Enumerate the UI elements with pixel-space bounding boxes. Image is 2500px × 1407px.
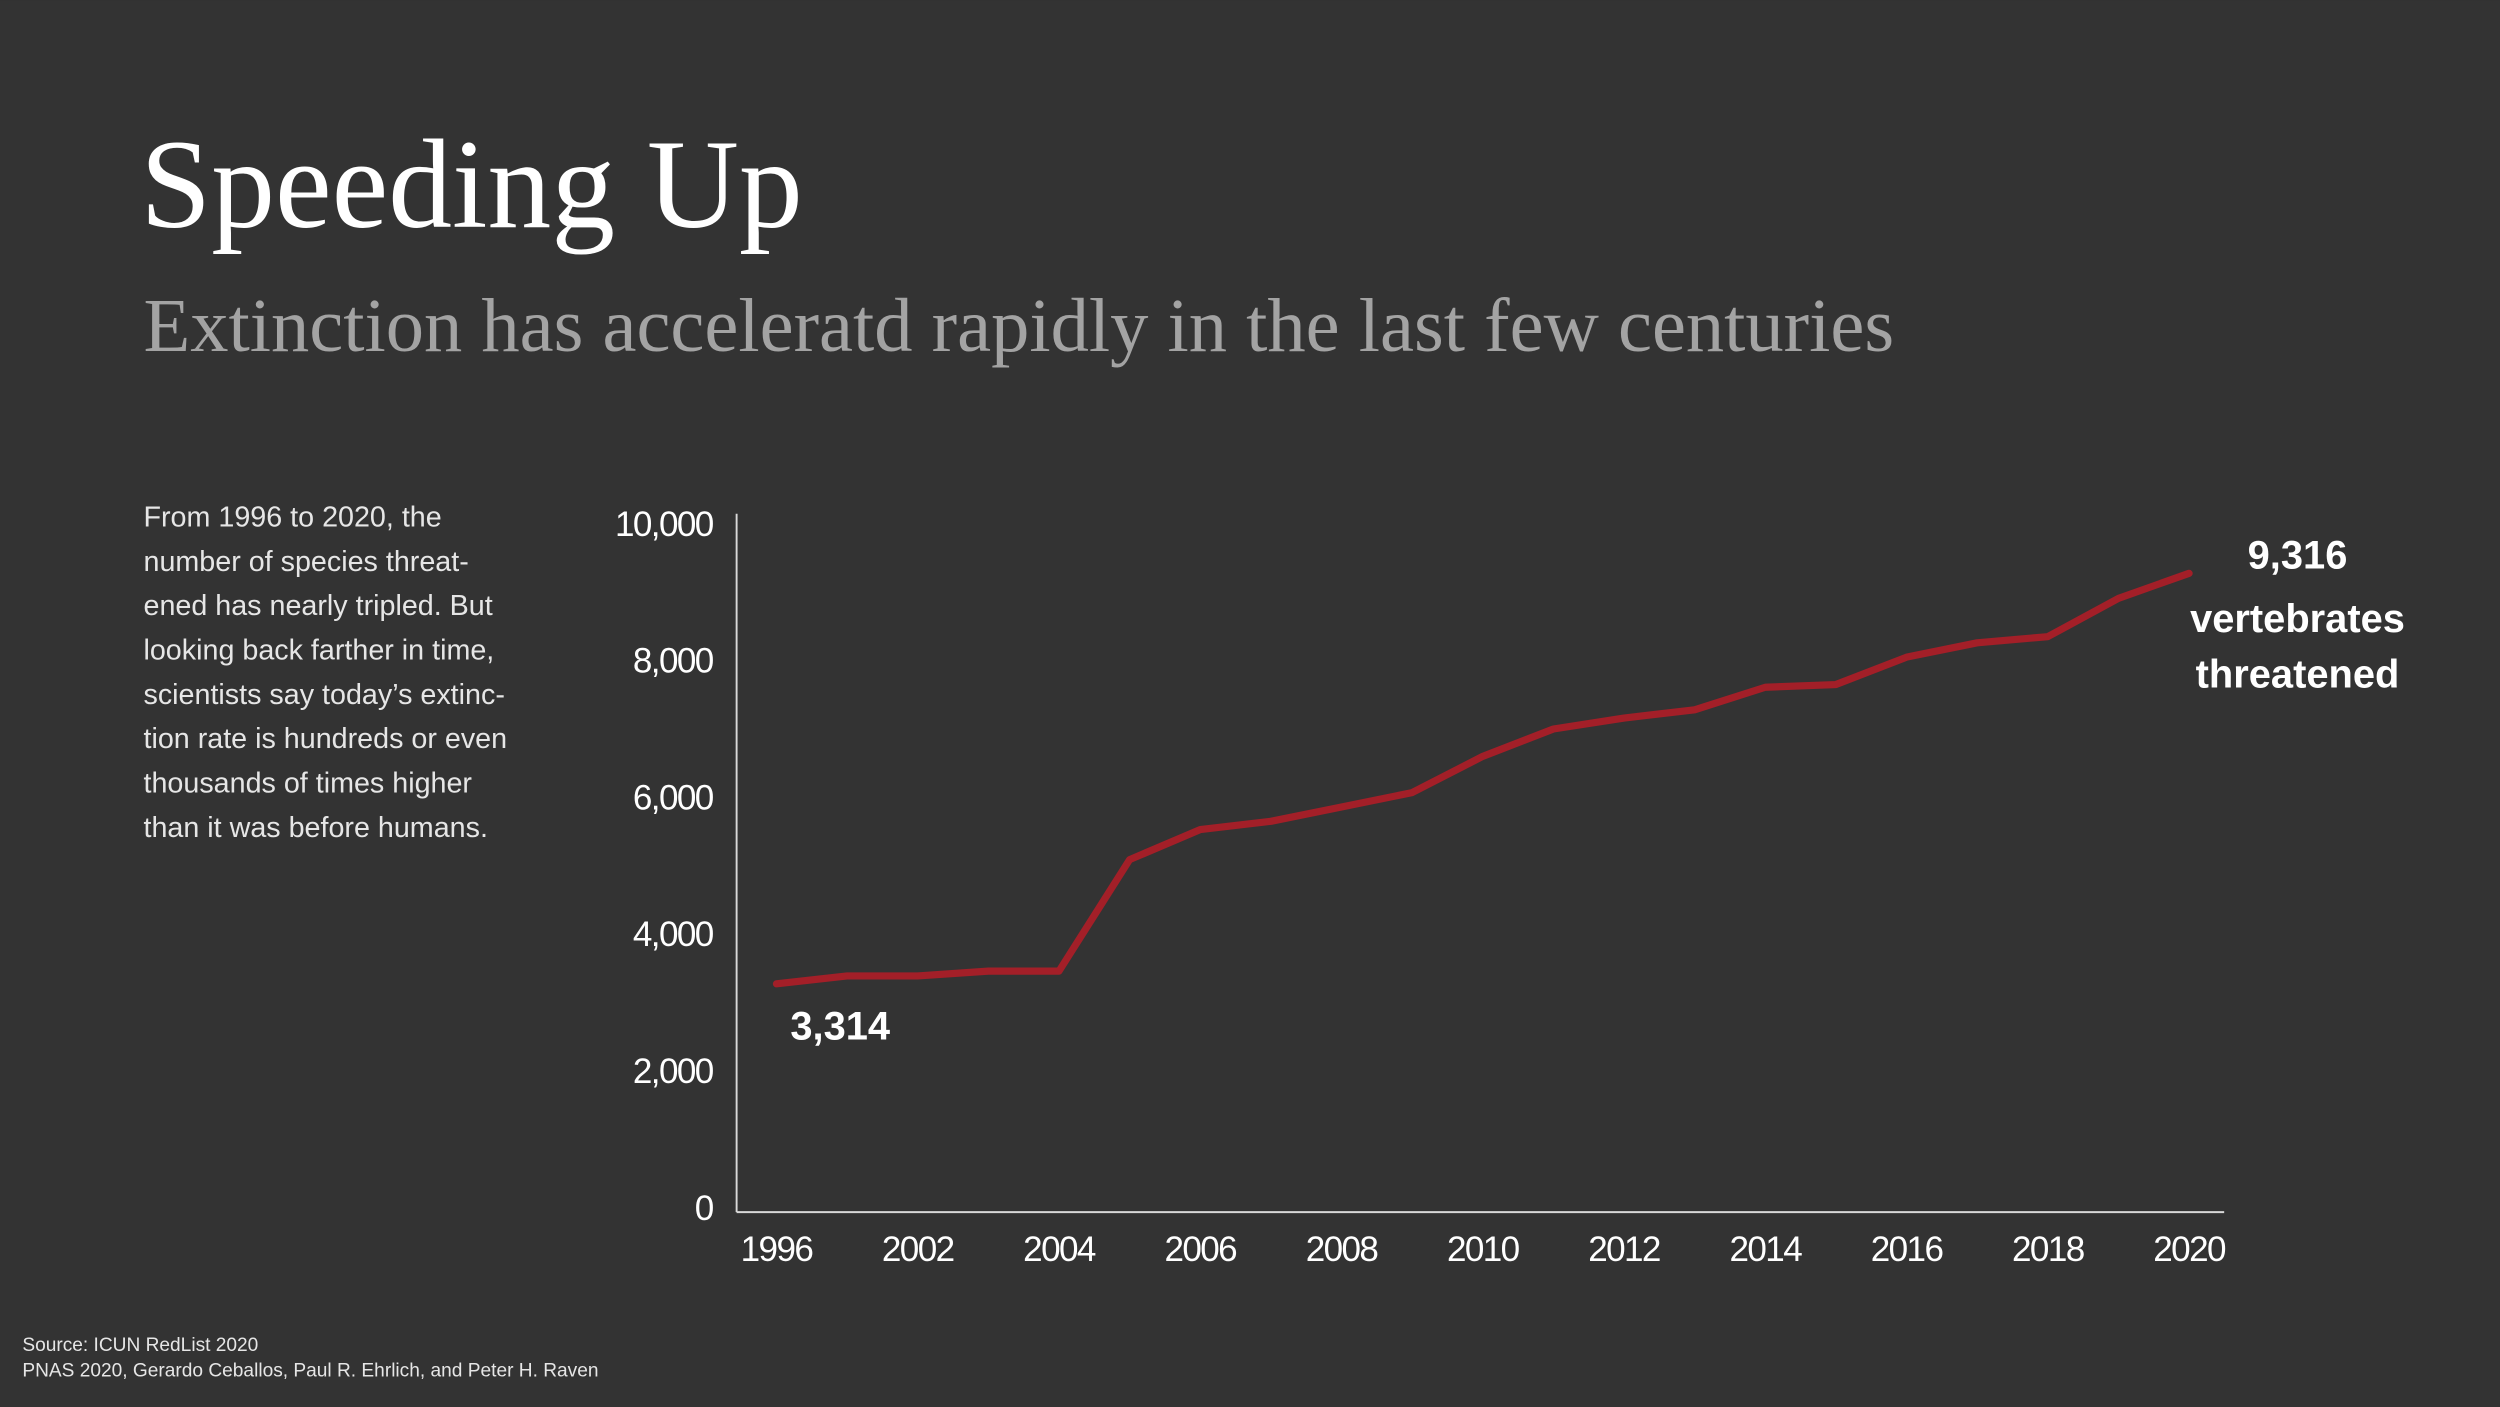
subtitle: Extinction has acceleratd rapidly in the…: [143, 283, 1894, 368]
source-line: PNAS 2020, Gerardo Ceballos, Paul R. Ehr…: [22, 1360, 598, 1381]
description: From 1996 to 2020, the number of species …: [143, 502, 507, 844]
x-tick-label: 2018: [2012, 1230, 2084, 1269]
source-line: Source: ICUN RedList 2020: [22, 1335, 258, 1356]
x-tick-label: 2012: [1588, 1230, 1660, 1269]
x-tick-label: 1996: [741, 1230, 813, 1269]
x-tick-label: 2006: [1164, 1230, 1236, 1269]
x-tick-label: 2014: [1729, 1230, 1802, 1269]
annotation: threatened: [2196, 653, 2400, 697]
value-label: 9,316: [2248, 534, 2348, 578]
description-line: thousands of times higher: [143, 767, 472, 799]
y-tick-label: 2,000: [633, 1052, 714, 1091]
annotation: vertebrates: [2190, 597, 2405, 641]
y-tick-label: 6,000: [633, 778, 714, 817]
y-tick-label: 8,000: [633, 642, 714, 681]
x-tick-label: 2010: [1447, 1230, 1520, 1269]
title: Speeding Up: [140, 113, 802, 255]
x-tick-label: 2008: [1306, 1230, 1378, 1269]
description-line: tion rate is hundreds or even: [143, 723, 507, 755]
description-line: ened has nearly tripled. But: [143, 590, 492, 622]
x-tick-label: 2004: [1023, 1230, 1096, 1269]
description-line: From 1996 to 2020, the: [143, 502, 441, 534]
data-line: [772, 569, 2193, 988]
source: Source: ICUN RedList 2020 PNAS 2020, Gera…: [22, 1335, 598, 1382]
x-tick-label: 2016: [1871, 1230, 1943, 1269]
value-label: 3,314: [790, 1005, 890, 1049]
y-tick-label: 0: [695, 1189, 714, 1228]
y-tick-label: 4,000: [633, 915, 714, 954]
x-tick-label: 2020: [2153, 1230, 2226, 1269]
x-tick-label: 2002: [882, 1230, 954, 1269]
description-line: number of species threat-: [143, 546, 468, 578]
description-line: than it was before humans.: [143, 812, 487, 844]
description-line: scientists say today’s extinc-: [143, 679, 504, 711]
y-tick-label: 10,000: [615, 505, 714, 544]
description-line: looking back farther in time,: [143, 634, 494, 666]
